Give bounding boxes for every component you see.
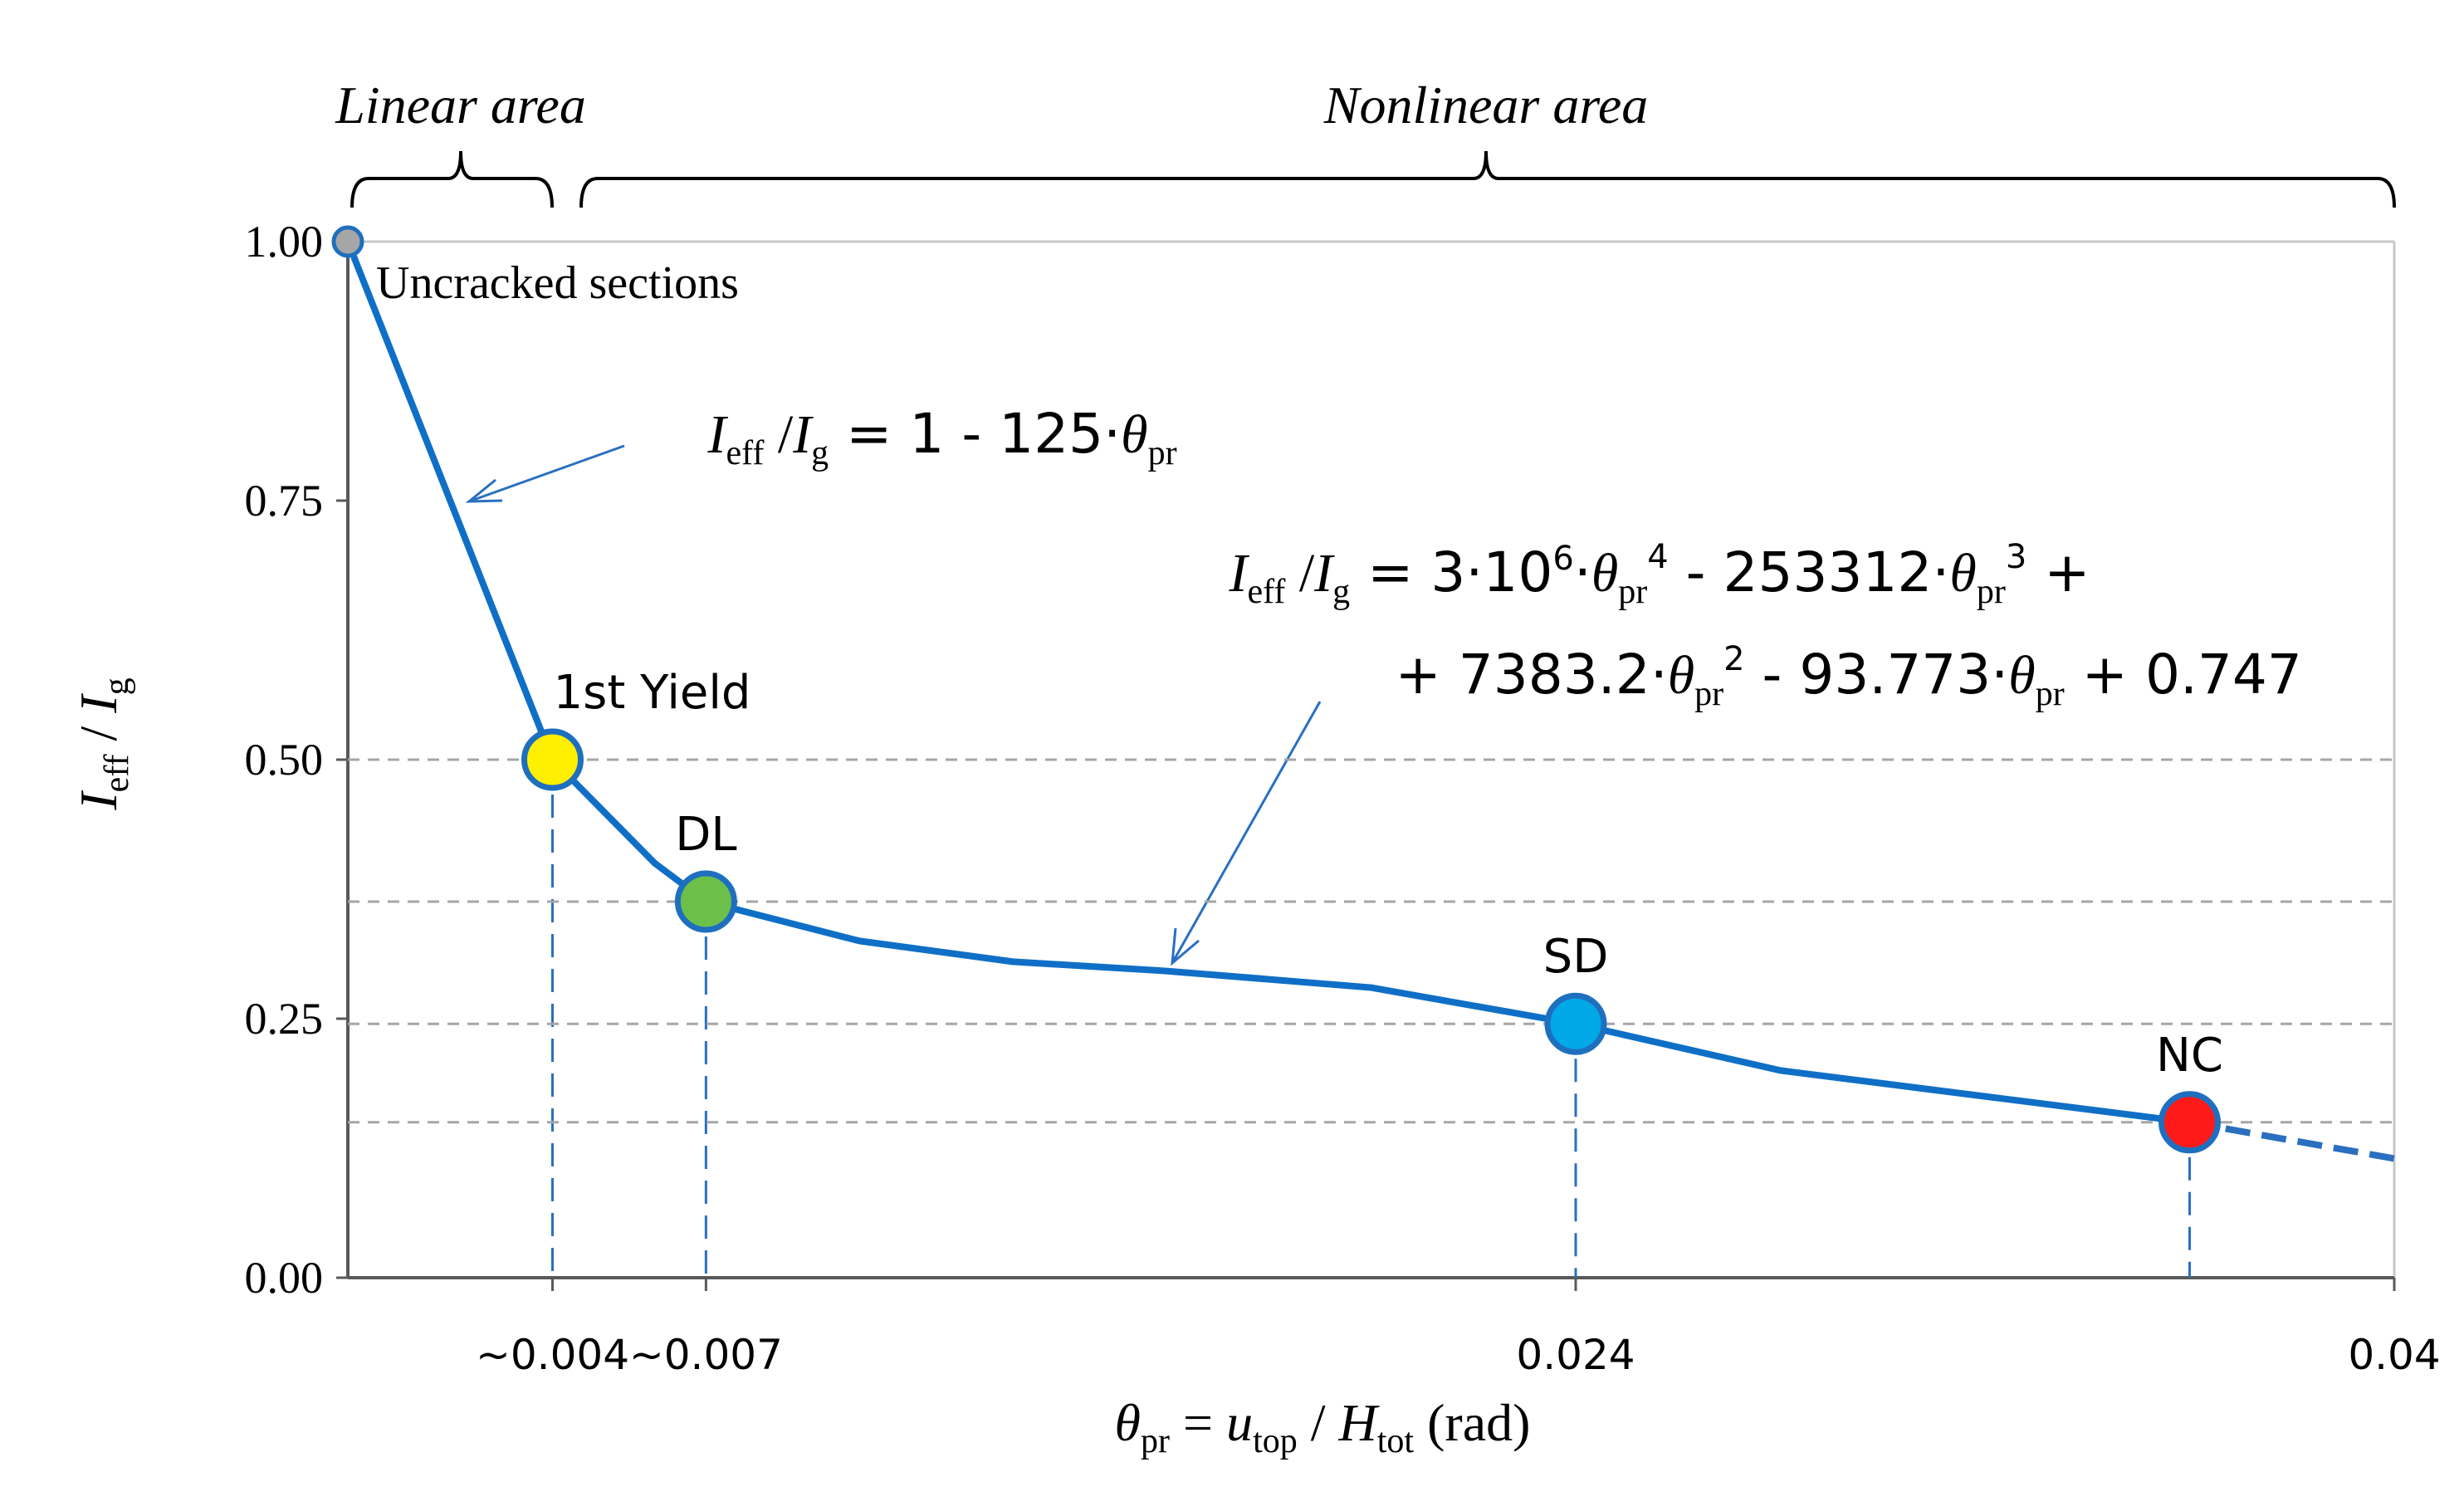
point-label: SD xyxy=(1543,930,1609,984)
label-part: tot xyxy=(1377,1422,1415,1460)
formula-1-arrowhead xyxy=(465,478,503,503)
formula-part: / xyxy=(1285,543,1315,604)
y-tick-label: 1.00 xyxy=(245,217,324,267)
formula-part: g xyxy=(1332,573,1350,611)
nonlinear-area-label: Nonlinear area xyxy=(1323,76,1649,134)
y-tick-label: 0.75 xyxy=(245,476,324,526)
point xyxy=(674,870,737,933)
formula-part: pr xyxy=(1148,434,1177,472)
y-tick-label: 0.00 xyxy=(245,1253,324,1303)
formula-part: θ xyxy=(1668,645,1694,706)
formula-part: 6 xyxy=(1552,540,1573,578)
point-label: 1st Yield xyxy=(554,666,751,720)
label-part: = xyxy=(1170,1393,1226,1452)
linear-area-label: Linear area xyxy=(335,76,586,134)
label-part: / xyxy=(1298,1393,1339,1452)
point-label: DL xyxy=(675,808,736,862)
formula-part: pr xyxy=(2036,675,2065,713)
formula-part: · xyxy=(1574,540,1591,604)
formula-part: eff xyxy=(726,434,764,472)
formula-part: θ xyxy=(1591,543,1618,604)
formula-part: + 0.747 xyxy=(2065,643,2302,707)
point-label: NC xyxy=(2156,1029,2223,1083)
label-part: / xyxy=(69,713,128,755)
formula-part: θ xyxy=(2008,645,2035,706)
formula-part: 4 xyxy=(1647,538,1668,576)
label-part: eff xyxy=(98,754,136,792)
formula-part: θ xyxy=(1121,404,1147,465)
formula-part: = 3·10 xyxy=(1350,540,1552,604)
label-part: u xyxy=(1226,1393,1253,1452)
formula-2-line-2: + 7383.2·θpr2 - 93.773·θpr + 0.747 xyxy=(1327,640,2343,713)
x-axis-label: θpr = utop / Htot (rad) xyxy=(1049,1393,1571,1460)
linear-brace xyxy=(350,150,554,208)
point xyxy=(331,225,364,258)
point-label: Uncracked sections xyxy=(376,257,739,309)
formula-part: = 1 - 125· xyxy=(829,402,1121,466)
formula-part: 2 xyxy=(1723,640,1744,678)
formula-part: I xyxy=(1313,543,1335,604)
point xyxy=(521,728,584,791)
formula-part: - 93.773· xyxy=(1745,643,2009,707)
formula-part: θ xyxy=(1949,543,1976,604)
formula-part: I xyxy=(1229,543,1250,604)
label-part: top xyxy=(1253,1422,1298,1460)
label-part: I xyxy=(69,790,128,811)
point xyxy=(1544,992,1607,1055)
formula-part: + 7383.2· xyxy=(1396,643,1668,707)
formula-part: / xyxy=(764,404,794,465)
formula-1-arrow xyxy=(468,444,625,503)
formula-part: I xyxy=(707,404,729,465)
curve xyxy=(345,240,2191,1126)
formula-2-arrowhead xyxy=(1171,927,1200,966)
nonlinear-brace xyxy=(579,150,2396,208)
label-part: H xyxy=(1338,1393,1381,1452)
x-tick-label: ~0.004 xyxy=(476,1331,629,1379)
formula-part: eff xyxy=(1247,573,1285,611)
formula-part: pr xyxy=(1977,573,2006,611)
label-part: I xyxy=(69,693,128,714)
formula-part: + xyxy=(2026,540,2090,604)
formula-part: 3 xyxy=(2006,538,2026,576)
point xyxy=(2158,1091,2221,1154)
formula-1: Ieff /Ig = 1 - 125·θpr xyxy=(639,402,1218,477)
formula-part: I xyxy=(792,404,814,465)
label-part: pr xyxy=(1141,1422,1170,1460)
formula-part: g xyxy=(811,434,829,472)
formula-part: - 253312· xyxy=(1669,540,1950,604)
label-part: (rad) xyxy=(1414,1393,1530,1452)
formula-2-arrow xyxy=(1171,701,1322,964)
x-tick-label: 0.04 xyxy=(2348,1331,2440,1379)
y-axis-label: Ieff / Ig xyxy=(69,638,139,876)
label-part: g xyxy=(98,677,136,695)
label-part: θ xyxy=(1115,1393,1141,1452)
x-tick-label: ~0.007 xyxy=(629,1331,783,1379)
y-tick-label: 0.25 xyxy=(245,994,324,1044)
x-tick-label: 0.024 xyxy=(1516,1331,1635,1379)
formula-part: pr xyxy=(1618,573,1647,611)
formula-part: pr xyxy=(1694,675,1723,713)
y-tick-label: 0.50 xyxy=(245,735,324,785)
formula-2-line-1: Ieff /Ig = 3·106·θpr4 - 253312·θpr3 + xyxy=(1161,538,2131,611)
